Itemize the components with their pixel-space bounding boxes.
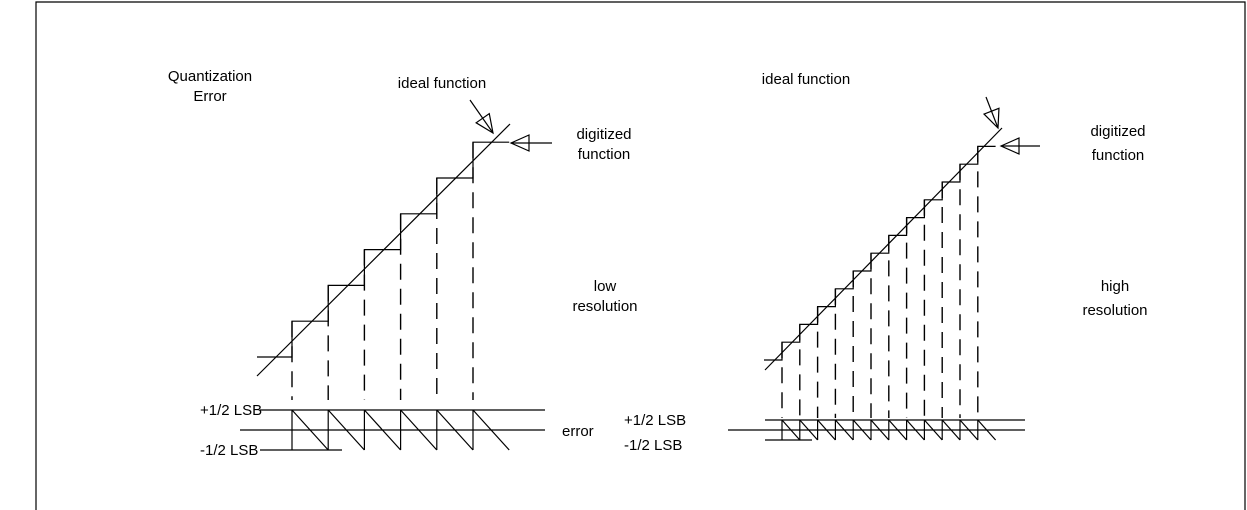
ideal-label: ideal function (398, 75, 486, 92)
title-line: Quantization (168, 68, 252, 85)
arrow-shaft (469, 99, 494, 134)
resolution-label: high (1101, 278, 1129, 295)
arrow-head (982, 107, 1000, 130)
minus-label: -1/2 LSB (200, 442, 258, 459)
ideal-line (764, 127, 1003, 371)
digitized-steps (764, 145, 996, 361)
frame (35, 1, 1246, 510)
digitized-label: digitized (1090, 123, 1145, 140)
digitized-label: digitized (576, 126, 631, 143)
plus-label: +1/2 LSB (624, 412, 686, 429)
title-line: Error (193, 88, 226, 105)
arrow-head (475, 112, 494, 135)
digitized-label: function (1092, 147, 1145, 164)
error-label: error (562, 423, 594, 440)
minus-label: -1/2 LSB (624, 437, 682, 454)
resolution-label: resolution (572, 298, 637, 315)
resolution-label: resolution (1082, 302, 1147, 319)
digitized-steps (257, 141, 510, 358)
ideal-label: ideal function (762, 71, 850, 88)
resolution-label: low (594, 278, 617, 295)
digitized-label: function (578, 146, 631, 163)
arrow-head (999, 137, 1020, 155)
plus-label: +1/2 LSB (200, 402, 262, 419)
arrow-shaft (985, 96, 999, 129)
arrow-head (509, 134, 530, 152)
